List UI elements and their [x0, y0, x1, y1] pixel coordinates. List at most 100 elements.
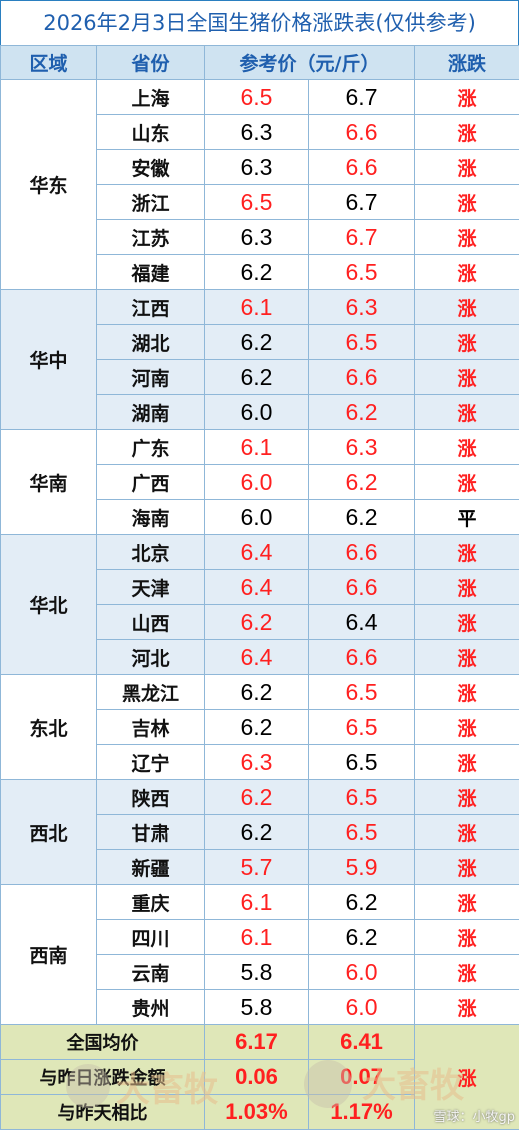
province-cell: 四川: [97, 920, 205, 955]
summary-prev-value: 1.03%: [205, 1095, 309, 1130]
change-cell: 涨: [415, 640, 519, 675]
curr-price-cell: 6.6: [309, 360, 415, 395]
change-cell: 涨: [415, 745, 519, 780]
prev-price-cell: 6.2: [205, 255, 309, 290]
change-cell: 涨: [415, 395, 519, 430]
region-cell: 西南: [1, 885, 97, 1025]
curr-price-cell: 6.5: [309, 675, 415, 710]
summary-curr-value: 0.07: [309, 1060, 415, 1095]
curr-price-cell: 6.2: [309, 395, 415, 430]
summary-curr-value: 1.17%: [309, 1095, 415, 1130]
prev-price-cell: 6.4: [205, 535, 309, 570]
region-cell: 西北: [1, 780, 97, 885]
prev-price-cell: 6.2: [205, 325, 309, 360]
province-cell: 河北: [97, 640, 205, 675]
prev-price-cell: 6.4: [205, 570, 309, 605]
province-cell: 江西: [97, 290, 205, 325]
prev-price-cell: 6.1: [205, 885, 309, 920]
province-cell: 天津: [97, 570, 205, 605]
change-cell: 涨: [415, 885, 519, 920]
prev-price-cell: 6.1: [205, 430, 309, 465]
region-cell: 华北: [1, 535, 97, 675]
province-cell: 吉林: [97, 710, 205, 745]
change-cell: 涨: [415, 710, 519, 745]
curr-price-cell: 6.6: [309, 115, 415, 150]
curr-price-cell: 6.6: [309, 150, 415, 185]
curr-price-cell: 6.6: [309, 570, 415, 605]
curr-price-cell: 6.3: [309, 290, 415, 325]
region-cell: 华东: [1, 80, 97, 290]
region-cell: 东北: [1, 675, 97, 780]
curr-price-cell: 6.5: [309, 710, 415, 745]
prev-price-cell: 6.3: [205, 745, 309, 780]
page-title: 2026年2月3日全国生猪价格涨跌表(仅供参考): [0, 0, 519, 46]
header-price: 参考价（元/斤）: [205, 46, 415, 80]
curr-price-cell: 6.2: [309, 465, 415, 500]
change-cell: 涨: [415, 290, 519, 325]
province-cell: 湖南: [97, 395, 205, 430]
prev-price-cell: 6.3: [205, 115, 309, 150]
prev-price-cell: 6.2: [205, 710, 309, 745]
change-cell: 涨: [415, 255, 519, 290]
prev-price-cell: 6.0: [205, 500, 309, 535]
province-cell: 云南: [97, 955, 205, 990]
prev-price-cell: 5.8: [205, 955, 309, 990]
curr-price-cell: 6.5: [309, 255, 415, 290]
summary-prev-value: 6.17: [205, 1025, 309, 1060]
curr-price-cell: 6.5: [309, 780, 415, 815]
curr-price-cell: 6.3: [309, 430, 415, 465]
prev-price-cell: 6.2: [205, 675, 309, 710]
prev-price-cell: 6.0: [205, 395, 309, 430]
summary-label: 与昨日涨跌金额: [1, 1060, 205, 1095]
change-cell: 涨: [415, 185, 519, 220]
province-cell: 山东: [97, 115, 205, 150]
curr-price-cell: 6.0: [309, 990, 415, 1025]
change-cell: 涨: [415, 150, 519, 185]
curr-price-cell: 6.2: [309, 885, 415, 920]
curr-price-cell: 6.7: [309, 220, 415, 255]
curr-price-cell: 5.9: [309, 850, 415, 885]
prev-price-cell: 6.2: [205, 360, 309, 395]
curr-price-cell: 6.5: [309, 325, 415, 360]
prev-price-cell: 6.5: [205, 80, 309, 115]
curr-price-cell: 6.5: [309, 745, 415, 780]
province-cell: 辽宁: [97, 745, 205, 780]
header-province: 省份: [97, 46, 205, 80]
prev-price-cell: 6.4: [205, 640, 309, 675]
change-cell: 涨: [415, 815, 519, 850]
curr-price-cell: 6.6: [309, 535, 415, 570]
change-cell: 涨: [415, 325, 519, 360]
prev-price-cell: 5.7: [205, 850, 309, 885]
province-cell: 重庆: [97, 885, 205, 920]
prev-price-cell: 6.3: [205, 150, 309, 185]
prev-price-cell: 6.3: [205, 220, 309, 255]
summary-prev-value: 0.06: [205, 1060, 309, 1095]
change-cell: 平: [415, 500, 519, 535]
province-cell: 上海: [97, 80, 205, 115]
change-cell: 涨: [415, 955, 519, 990]
credit-text: 雪球：小牧gp: [433, 1106, 515, 1125]
curr-price-cell: 6.7: [309, 185, 415, 220]
change-cell: 涨: [415, 850, 519, 885]
province-cell: 湖北: [97, 325, 205, 360]
curr-price-cell: 6.5: [309, 815, 415, 850]
province-cell: 贵州: [97, 990, 205, 1025]
province-cell: 河南: [97, 360, 205, 395]
prev-price-cell: 6.0: [205, 465, 309, 500]
change-cell: 涨: [415, 920, 519, 955]
curr-price-cell: 6.4: [309, 605, 415, 640]
region-cell: 华南: [1, 430, 97, 535]
prev-price-cell: 6.2: [205, 780, 309, 815]
prev-price-cell: 6.1: [205, 290, 309, 325]
province-cell: 陕西: [97, 780, 205, 815]
summary-label: 全国均价: [1, 1025, 205, 1060]
curr-price-cell: 6.2: [309, 500, 415, 535]
province-cell: 浙江: [97, 185, 205, 220]
province-cell: 广东: [97, 430, 205, 465]
